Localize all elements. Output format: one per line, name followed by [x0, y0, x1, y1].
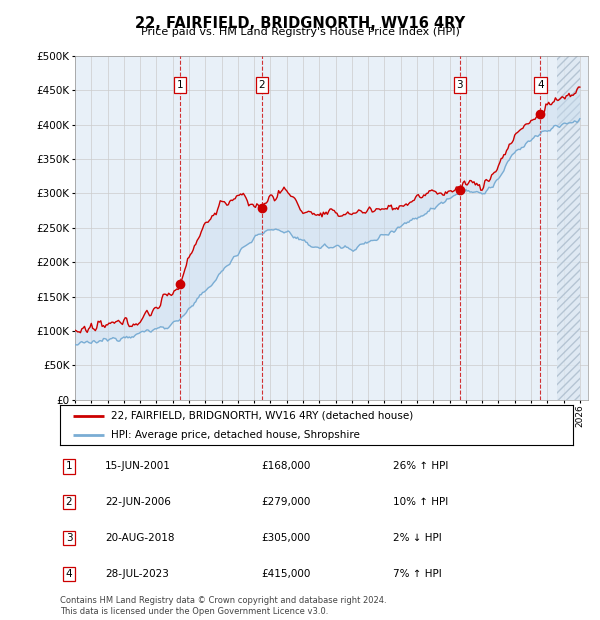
Text: 28-JUL-2023: 28-JUL-2023: [105, 569, 169, 579]
Text: 20-AUG-2018: 20-AUG-2018: [105, 533, 175, 543]
Text: 3: 3: [65, 533, 73, 543]
Text: 4: 4: [65, 569, 73, 579]
Text: 22-JUN-2006: 22-JUN-2006: [105, 497, 171, 507]
Text: 2% ↓ HPI: 2% ↓ HPI: [393, 533, 442, 543]
Text: 15-JUN-2001: 15-JUN-2001: [105, 461, 171, 471]
Text: Contains HM Land Registry data © Crown copyright and database right 2024.
This d: Contains HM Land Registry data © Crown c…: [60, 596, 386, 616]
Text: 1: 1: [65, 461, 73, 471]
Text: £279,000: £279,000: [261, 497, 310, 507]
Text: £415,000: £415,000: [261, 569, 310, 579]
Text: 2: 2: [259, 81, 265, 91]
Text: 26% ↑ HPI: 26% ↑ HPI: [393, 461, 448, 471]
Text: £305,000: £305,000: [261, 533, 310, 543]
Text: 22, FAIRFIELD, BRIDGNORTH, WV16 4RY: 22, FAIRFIELD, BRIDGNORTH, WV16 4RY: [135, 16, 465, 30]
Text: £168,000: £168,000: [261, 461, 310, 471]
Text: 3: 3: [457, 81, 463, 91]
Text: Price paid vs. HM Land Registry's House Price Index (HPI): Price paid vs. HM Land Registry's House …: [140, 27, 460, 37]
Text: 1: 1: [177, 81, 184, 91]
Text: HPI: Average price, detached house, Shropshire: HPI: Average price, detached house, Shro…: [112, 430, 360, 440]
Text: 7% ↑ HPI: 7% ↑ HPI: [393, 569, 442, 579]
Text: 2: 2: [65, 497, 73, 507]
Text: 10% ↑ HPI: 10% ↑ HPI: [393, 497, 448, 507]
Text: 22, FAIRFIELD, BRIDGNORTH, WV16 4RY (detached house): 22, FAIRFIELD, BRIDGNORTH, WV16 4RY (det…: [112, 410, 413, 421]
Text: 4: 4: [537, 81, 544, 91]
